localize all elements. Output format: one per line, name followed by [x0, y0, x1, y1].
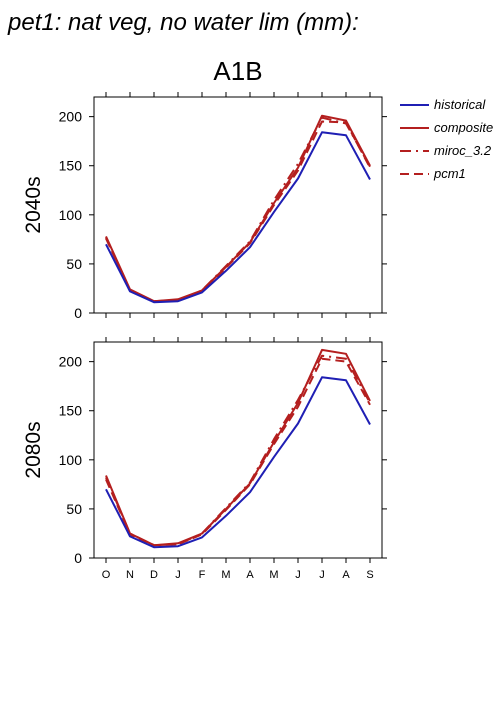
- x-tick-label: N: [126, 569, 134, 581]
- series-line-historical: [105, 131, 371, 304]
- legend-label: historical: [434, 97, 486, 112]
- row-label-2040s: 2040s: [22, 176, 45, 233]
- x-tick-label: S: [366, 569, 373, 581]
- legend: historical composite miroc_3.2 pcm1: [400, 97, 493, 181]
- x-tick-label: A: [246, 569, 254, 581]
- y-tick-label: 150: [59, 403, 83, 419]
- y-tick-label: 200: [59, 354, 83, 370]
- scenario-title: A1B: [213, 56, 262, 86]
- y-tick-label: 200: [59, 109, 83, 125]
- legend-label: composite: [434, 120, 493, 135]
- x-tick-label: F: [199, 569, 206, 581]
- legend-label: pcm1: [433, 166, 466, 181]
- legend-label: miroc_3.2: [434, 143, 492, 158]
- x-tick-label: J: [295, 569, 301, 581]
- y-tick-label: 150: [59, 158, 83, 174]
- x-tick-label: J: [319, 569, 325, 581]
- panel-2040s: 2040s 0 50 100 150 200: [22, 92, 387, 321]
- series-line-pcm1: [105, 120, 371, 303]
- x-tick-label: A: [342, 569, 350, 581]
- x-tick-label: D: [150, 569, 158, 581]
- x-tick-label: M: [269, 569, 278, 581]
- row-label-2080s: 2080s: [22, 421, 45, 478]
- series-line-miroc-3-2: [105, 116, 371, 303]
- series-line-historical: [105, 376, 371, 549]
- series-line-miroc-3-2: [105, 354, 371, 547]
- y-tick-label: 0: [74, 550, 82, 566]
- series-line-composite: [105, 114, 371, 303]
- x-tick-label: O: [102, 569, 111, 581]
- figure-title: pet1: nat veg, no water lim (mm):: [7, 9, 359, 36]
- plot-frame: [93, 96, 383, 314]
- y-tick-label: 0: [74, 305, 82, 321]
- panel-2080s: 2080s 0 50 100 150 200 O N D J F M A M J J A S: [22, 337, 387, 581]
- series-line-pcm1: [105, 357, 371, 547]
- x-tick-label: J: [175, 569, 181, 581]
- y-tick-label: 50: [66, 501, 82, 517]
- x-tick-label: M: [221, 569, 230, 581]
- y-tick-label: 50: [66, 256, 82, 272]
- y-tick-label: 100: [59, 207, 83, 223]
- y-tick-label: 100: [59, 452, 83, 468]
- plot-frame: [93, 341, 383, 559]
